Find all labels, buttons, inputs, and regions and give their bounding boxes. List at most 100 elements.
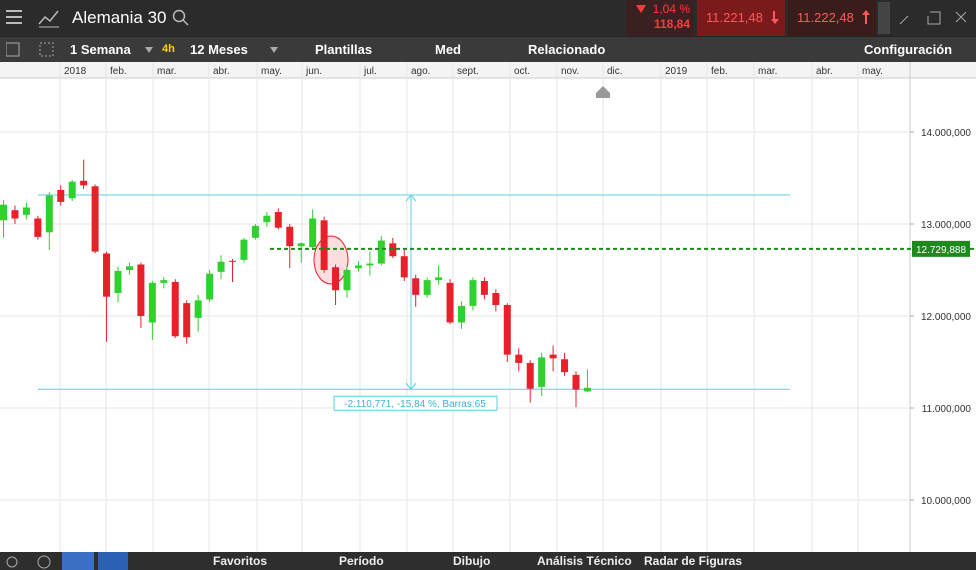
y-tick-label: 14.000,000 [921, 128, 971, 139]
chart-type-icon[interactable] [38, 8, 60, 28]
candle-body [366, 263, 374, 266]
window-controls[interactable] [878, 2, 974, 34]
candle-body [332, 267, 340, 291]
candle-body [240, 239, 248, 260]
candle-body [503, 304, 511, 355]
layout-icons[interactable] [6, 42, 56, 58]
patterns-tab[interactable]: Radar de Figuras [644, 554, 743, 568]
buy-button[interactable]: 11.222,48 [788, 0, 876, 36]
candle-body [148, 282, 156, 323]
x-tick-label: feb. [110, 66, 127, 77]
analysis-tab[interactable]: Análisis Técnico [537, 554, 632, 568]
candle-body [160, 280, 168, 283]
candle-body [274, 212, 282, 228]
candle-body [137, 264, 145, 317]
candle-body [206, 273, 214, 300]
menu-icon[interactable] [6, 9, 24, 25]
candle-body [103, 253, 111, 297]
sell-button[interactable]: 11.221,48 [697, 0, 785, 36]
candle-body [57, 189, 65, 202]
x-tick-label: 2018 [64, 66, 87, 77]
templates-button[interactable]: Plantillas [315, 42, 373, 57]
y-tick-label: 13.000,000 [921, 220, 971, 231]
favorites-tab[interactable]: Favoritos [213, 554, 268, 568]
date-strip [0, 62, 976, 78]
x-tick-label: oct. [514, 66, 530, 77]
candle-body [309, 218, 317, 248]
x-tick-label: jun. [305, 66, 322, 77]
buy-arrow [862, 10, 870, 24]
x-tick-label: may. [862, 66, 883, 77]
range-button[interactable]: 12 Meses [190, 42, 248, 57]
settings-button[interactable]: Configuración [864, 42, 953, 57]
x-tick-label: jul. [363, 66, 377, 77]
bottom-bar: Favoritos Período Dibujo Análisis Técnic… [0, 552, 976, 570]
drawing-tab[interactable]: Dibujo [453, 554, 491, 568]
x-tick-label: abr. [213, 66, 230, 77]
x-tick-label: mar. [157, 66, 176, 77]
current-date-marker [596, 86, 610, 98]
change-box: 1,04 % 118,84 [626, 0, 694, 36]
related-button[interactable]: Relacionado [528, 42, 606, 57]
x-tick-label: 2019 [665, 66, 688, 77]
candle-body [194, 300, 202, 318]
candle-body [423, 280, 431, 295]
x-tick-label: dic. [607, 66, 623, 77]
search-icon[interactable] [172, 9, 190, 27]
toolbar: 1 Semana 4h 12 Meses Plantillas Med Rela… [0, 36, 976, 62]
candle-body [446, 282, 454, 323]
price-label: 12.729,888 [916, 245, 966, 256]
y-tick-label: 12.000,000 [921, 312, 971, 323]
candle-body [492, 293, 500, 305]
candle-body [263, 215, 271, 223]
candle-body [11, 210, 19, 219]
candle-body [22, 207, 30, 215]
candle-body [80, 180, 88, 186]
candle-body [354, 265, 362, 269]
y-tick-label: 10.000,000 [921, 496, 971, 507]
x-tick-label: mar. [758, 66, 777, 77]
candle-body [469, 280, 477, 306]
candle-body [572, 374, 580, 390]
candle-body [45, 195, 53, 233]
buy-price: 11.222,48 [797, 10, 854, 25]
measure-label: -2.110,771, -15,84 %, Barras:65 [344, 399, 486, 410]
x-tick-label: feb. [711, 66, 728, 77]
arrow-head-bottom [405, 382, 417, 391]
dropdown-icon [270, 47, 278, 53]
candle-body [526, 362, 534, 389]
period-button[interactable]: 1 Semana [70, 42, 131, 57]
candle-body [320, 220, 328, 271]
indicator-button[interactable]: Med [435, 42, 461, 57]
highlight-ellipse [313, 235, 349, 285]
instrument-name[interactable]: Alemania 30 [72, 8, 167, 27]
candle-body [538, 357, 546, 387]
bottom-tools[interactable] [0, 552, 130, 570]
candle-body [171, 281, 179, 337]
candle-body [435, 277, 443, 281]
interval-badge[interactable]: 4h [162, 43, 175, 55]
down-arrow-icon [636, 5, 646, 13]
candle-body [125, 266, 133, 271]
candle-body [183, 303, 191, 338]
candle-body [377, 240, 385, 264]
chart: 2018 feb. mar. abr. may. jun. jul. ago. sept. oct… [0, 62, 976, 552]
candle-body [343, 270, 351, 291]
change-percent: 1,04 % [652, 2, 690, 16]
candle-body [583, 387, 591, 392]
period-tab[interactable]: Período [339, 554, 384, 568]
candle-body [286, 226, 294, 247]
x-tick-label: sept. [457, 66, 479, 77]
arrow-head-top [405, 194, 417, 202]
candle-body [0, 204, 7, 221]
x-tick-label: ago. [411, 66, 430, 77]
price-label-box [912, 240, 970, 257]
x-tick-label: may. [261, 66, 282, 77]
header-bar: Alemania 30 1,04 % 118,84 11.221,48 11.2… [0, 0, 976, 36]
candle-body [480, 281, 488, 295]
x-tick-label: abr. [816, 66, 833, 77]
candle-body [34, 218, 42, 237]
candle-body [91, 186, 99, 252]
candle-body [68, 181, 76, 199]
